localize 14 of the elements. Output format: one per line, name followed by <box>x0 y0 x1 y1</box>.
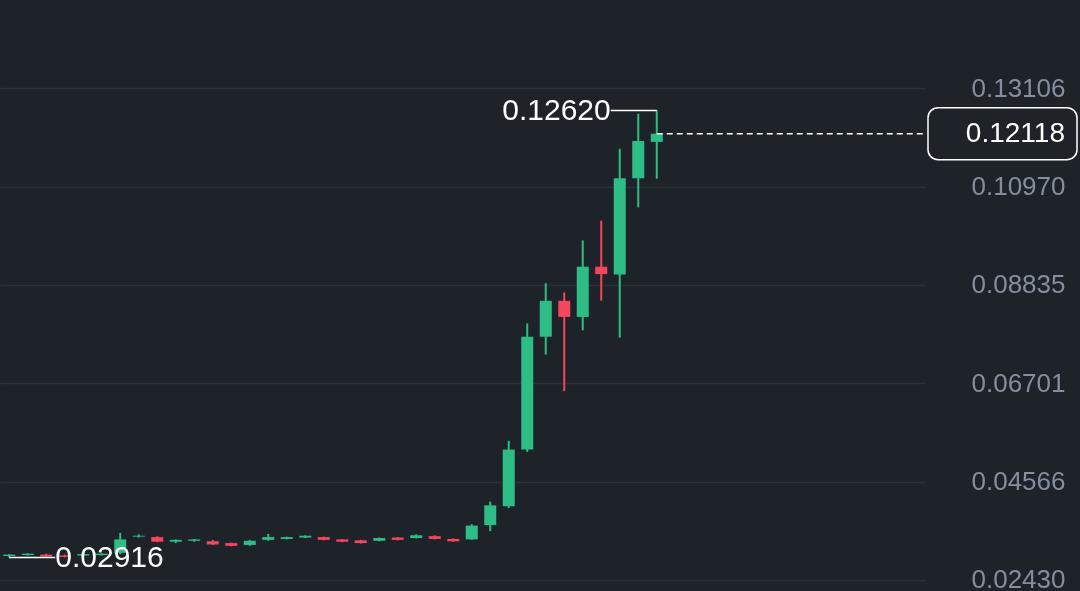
y-tick-label: 0.06701 <box>971 367 1066 398</box>
candlestick <box>650 109 663 180</box>
candlestick <box>484 500 497 533</box>
y-tick-label: 0.04566 <box>971 466 1066 497</box>
annotation: 0.02916 <box>55 539 164 573</box>
y-tick-label: 0.02430 <box>971 564 1066 591</box>
y-tick-label: 0.13106 <box>971 72 1066 103</box>
ref-line-label: 0.12118 <box>965 116 1065 148</box>
y-tick-label: 0.10970 <box>971 171 1066 202</box>
candlestick <box>558 291 571 393</box>
y-tick-label: 0.08835 <box>971 269 1066 300</box>
candlestick <box>132 533 145 539</box>
candlestick <box>595 219 608 302</box>
annotation: 0.12620 <box>502 92 611 126</box>
